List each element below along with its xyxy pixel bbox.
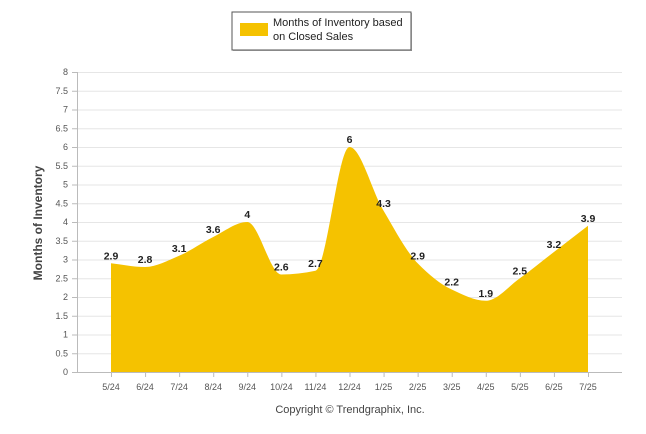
copyright-credit: Copyright © Trendgraphix, Inc. [275, 404, 424, 416]
x-tick-label: 11/24 [304, 382, 326, 392]
y-tick-label: 8 [63, 67, 68, 77]
y-tick-label: 6.5 [55, 123, 68, 133]
y-tick-label: 3 [63, 255, 68, 265]
y-tick-label: 7.5 [55, 86, 68, 96]
data-label: 6 [347, 134, 353, 146]
y-tick-label: 1.5 [55, 311, 68, 321]
y-tick-label: 3.5 [55, 236, 68, 246]
legend-swatch [240, 23, 268, 36]
x-tick-label: 9/24 [239, 382, 257, 392]
y-tick-label: 5.5 [55, 161, 68, 171]
data-label: 3.9 [581, 213, 596, 225]
x-tick-label: 10/24 [270, 382, 293, 392]
y-tick-label: 7 [63, 105, 68, 115]
y-tick-labels: 0 0.5 1 1.5 2 2.5 3 3.5 4 4.5 5 5.5 6 6.5 7 7.5 8 [55, 67, 77, 377]
x-tick-label: 5/25 [511, 382, 529, 392]
data-label: 2.2 [444, 277, 459, 289]
data-label: 4.3 [376, 198, 391, 210]
data-label: 2.9 [104, 250, 119, 262]
y-tick-label: 1 [63, 330, 68, 340]
legend-line-1: Months of Inventory based [273, 17, 403, 29]
legend: Months of Inventory based on Closed Sale… [231, 11, 412, 51]
y-tick-label: 2.5 [55, 273, 68, 283]
y-tick-label: 5 [63, 180, 68, 190]
x-tick-label: 3/25 [443, 382, 461, 392]
data-labels: 2.9 2.8 3.1 3.6 4 2.6 2.7 6 4.3 2.9 2.2 1.9 2.5 3.2 3.… [104, 134, 596, 300]
y-tick-label: 0.5 [55, 348, 68, 358]
x-tick-labels: 5/24 6/24 7/24 8/24 9/24 10/24 11/24 12/24 1/25 2… [102, 372, 597, 392]
x-tick-label: 4/25 [477, 382, 495, 392]
y-tick-label: 4.5 [55, 198, 68, 208]
x-tick-label: 6/25 [545, 382, 563, 392]
x-tick-label: 8/24 [204, 382, 222, 392]
data-label: 3.6 [206, 224, 221, 236]
y-tick-label: 0 [63, 367, 68, 377]
data-label: 2.7 [308, 258, 323, 270]
data-label: 1.9 [478, 288, 493, 300]
x-tick-label: 12/24 [338, 382, 361, 392]
data-label: 3.1 [172, 243, 187, 255]
x-tick-label: 2/25 [409, 382, 427, 392]
y-tick-label: 2 [63, 292, 68, 302]
x-tick-label: 1/25 [375, 382, 393, 392]
area-series [111, 147, 588, 372]
y-axis-title: Months of Inventory [31, 165, 45, 280]
data-label: 3.2 [547, 239, 562, 251]
x-tick-label: 7/24 [170, 382, 188, 392]
legend-line-2: on Closed Sales [273, 31, 354, 43]
data-label: 4 [244, 209, 250, 221]
y-tick-label: 6 [63, 142, 68, 152]
x-tick-label: 7/25 [579, 382, 597, 392]
data-label: 2.5 [513, 265, 528, 277]
x-tick-label: 6/24 [136, 382, 154, 392]
x-tick-label: 5/24 [102, 382, 120, 392]
data-label: 2.8 [138, 254, 153, 266]
data-label: 2.6 [274, 262, 289, 274]
y-tick-label: 4 [63, 217, 68, 227]
data-label: 2.9 [410, 250, 425, 262]
